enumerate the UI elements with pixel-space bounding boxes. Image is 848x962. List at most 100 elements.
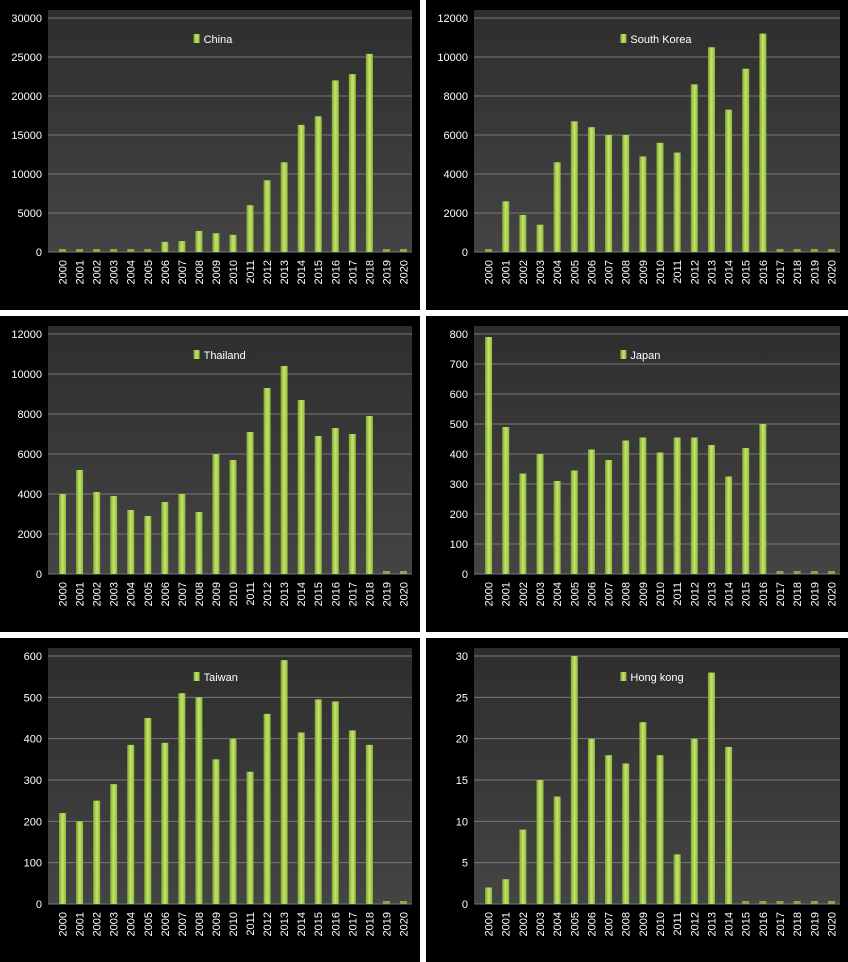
x-tick-label: 2009	[211, 912, 223, 936]
bar	[622, 763, 630, 904]
y-tick-label: 30000	[11, 13, 42, 25]
chart-svg: 0 5000 10000 15000 20000 25000 30000 2000 2001 20…	[11, 10, 412, 284]
y-tick-label: 12000	[437, 13, 468, 25]
y-tick-label: 10000	[437, 52, 468, 64]
bar	[639, 156, 647, 252]
y-tick-label: 6000	[18, 449, 42, 461]
x-tick-label: 2002	[518, 582, 530, 606]
x-tick-label: 2000	[484, 582, 496, 606]
y-tick-label: 100	[24, 858, 42, 870]
y-tick-label: 25000	[11, 52, 42, 64]
bar	[690, 738, 698, 904]
bar	[212, 233, 220, 252]
x-tick-label: 2009	[211, 582, 223, 606]
x-tick-label: 2018	[792, 260, 804, 284]
x-tick-label: 2005	[143, 912, 155, 936]
legend-swatch	[620, 672, 627, 681]
bar	[59, 494, 67, 574]
bar	[348, 434, 356, 574]
x-tick-label: 2016	[330, 912, 342, 936]
bar	[93, 800, 101, 904]
plot-area	[48, 10, 412, 252]
bar	[536, 780, 544, 904]
x-tick-label: 2019	[381, 582, 393, 606]
y-tick-label: 0	[462, 247, 468, 259]
bar	[639, 722, 647, 904]
bar	[382, 571, 390, 574]
x-tick-label: 2011	[245, 582, 257, 606]
bar	[759, 424, 767, 574]
y-tick-label: 25	[456, 692, 468, 704]
x-tick-label: 2006	[586, 912, 598, 936]
chart-svg: 0 2000 4000 6000 8000 10000 12000 2000 2001 2002 2…	[437, 10, 840, 284]
bar	[793, 249, 801, 252]
bar	[810, 249, 818, 252]
bar	[76, 470, 84, 574]
x-tick-label: 2011	[672, 582, 684, 606]
bar	[212, 759, 220, 904]
x-tick-label: 2003	[109, 260, 121, 284]
y-tick-label: 0	[36, 899, 42, 911]
bar	[707, 47, 715, 252]
chart-svg: 0 2000 4000 6000 8000 10000 12000 2000 2001 2002 2…	[11, 326, 412, 606]
x-tick-label: 2003	[535, 582, 547, 606]
x-tick-label: 2002	[92, 912, 104, 936]
x-tick-label: 2012	[262, 912, 274, 936]
x-tick-label: 2020	[398, 582, 410, 606]
chart-svg: 0 100 200 300 400 500 600 700 800 2000 2001 2002 200…	[450, 326, 840, 606]
y-tick-label: 100	[450, 539, 468, 551]
y-tick-label: 10	[456, 816, 468, 828]
y-tick-label: 5	[462, 858, 468, 870]
bar	[110, 496, 118, 574]
x-tick-label: 2001	[501, 260, 513, 284]
y-tick-label: 4000	[18, 489, 42, 501]
x-tick-label: 2005	[569, 912, 581, 936]
bar	[399, 901, 407, 904]
x-tick-label: 2008	[194, 582, 206, 606]
x-tick-label: 2000	[484, 912, 496, 936]
bar	[365, 53, 373, 252]
x-tick-label: 2015	[741, 260, 753, 284]
x-tick-label: 2013	[279, 582, 291, 606]
x-tick-label: 2000	[58, 260, 70, 284]
x-tick-label: 2015	[741, 582, 753, 606]
x-tick-label: 2010	[655, 912, 667, 936]
bar	[178, 241, 186, 252]
x-tick-label: 2019	[381, 260, 393, 284]
bar	[570, 470, 578, 574]
bar	[76, 249, 84, 252]
y-tick-label: 6000	[444, 130, 468, 142]
x-tick-label: 2015	[313, 260, 325, 284]
x-tick-label: 2011	[672, 912, 684, 936]
x-tick-label: 2003	[109, 582, 121, 606]
bar	[605, 135, 613, 252]
x-tick-label: 2001	[501, 582, 513, 606]
x-tick-label: 2020	[398, 912, 410, 936]
bar	[759, 33, 767, 252]
bar	[502, 427, 510, 574]
x-tick-label: 2007	[604, 912, 616, 936]
x-tick-label: 2007	[177, 582, 189, 606]
bar	[382, 249, 390, 252]
bar	[93, 492, 101, 574]
x-tick-label: 2005	[569, 582, 581, 606]
chart-hong-kong: 0 5 10 15 20 25 30 2000 2001 2002 2003 2004 2005 2006…	[426, 638, 848, 962]
bar	[195, 512, 203, 574]
x-tick-label: 2010	[655, 582, 667, 606]
bar	[639, 437, 647, 574]
y-tick-label: 300	[24, 775, 42, 787]
x-tick-label: 2002	[92, 260, 104, 284]
legend-swatch	[193, 34, 200, 43]
bar	[827, 901, 835, 904]
bar	[212, 454, 220, 574]
x-tick-label: 2012	[689, 582, 701, 606]
bar	[707, 672, 715, 904]
x-tick-label: 2010	[655, 260, 667, 284]
x-tick-label: 2017	[775, 260, 787, 284]
bar	[127, 510, 135, 574]
bar	[331, 701, 339, 904]
bar	[365, 416, 373, 574]
bar	[280, 366, 288, 574]
x-tick-label: 2003	[535, 260, 547, 284]
bar	[776, 901, 784, 904]
